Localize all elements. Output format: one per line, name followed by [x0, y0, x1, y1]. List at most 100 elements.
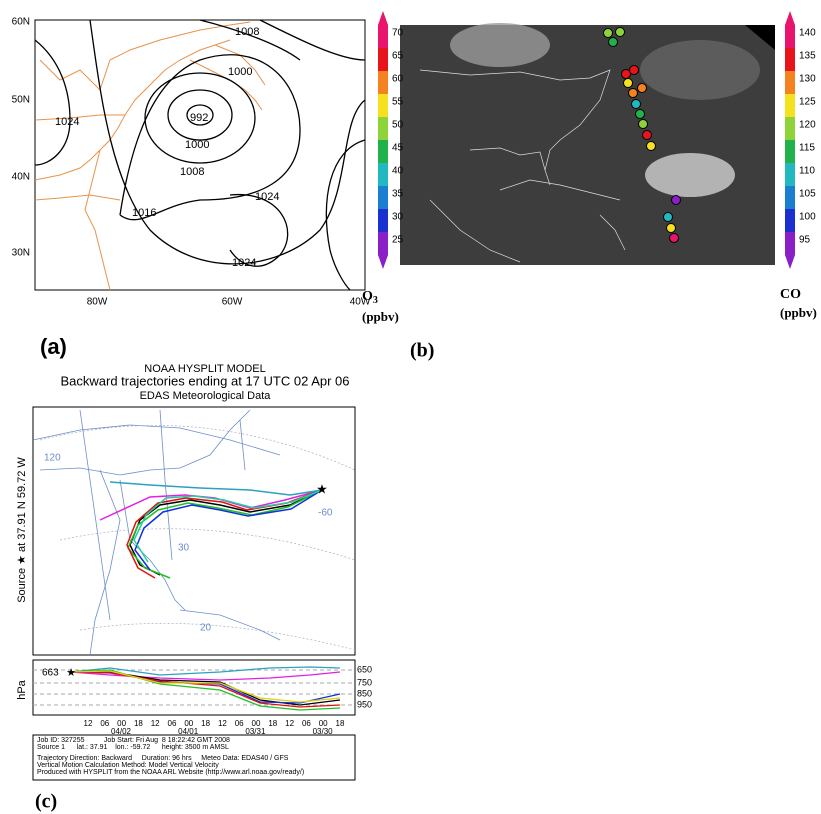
contour-label: 1008 [180, 166, 204, 178]
colorbar-tick-label: 40 [392, 166, 404, 177]
hour-tick-label: 12 [84, 719, 93, 728]
colorbar-tick-label: 135 [799, 51, 816, 62]
hour-tick-label: 18 [201, 719, 210, 728]
hour-tick-label: 06 [168, 719, 177, 728]
hour-tick-label: 00 [252, 719, 261, 728]
colorbar-segment [785, 186, 795, 209]
colorbar-tick-label: 110 [799, 166, 815, 177]
contour-label: 1008 [235, 26, 259, 38]
hour-tick-label: 06 [235, 719, 244, 728]
contour-label: 1024 [255, 191, 279, 203]
o3-subscript: 3 [373, 295, 378, 306]
colorbar-segment [378, 117, 388, 140]
colorbar-tick-label: 35 [392, 189, 404, 200]
map-label: 20 [200, 623, 212, 634]
panel-label: (c) [35, 791, 57, 813]
lat-label: 40N [12, 172, 30, 183]
hour-tick-label: 18 [268, 719, 277, 728]
colorbar-tick-label: 30 [392, 212, 404, 223]
colorbar-end [378, 11, 388, 25]
colorbar-segment [378, 186, 388, 209]
lat-label: 60N [12, 17, 30, 28]
cloud [450, 23, 550, 67]
colorbar-segment [785, 140, 795, 163]
contour-label: 1024 [232, 257, 256, 269]
map-label: 120 [44, 453, 61, 464]
colorbar-end [785, 11, 795, 25]
contour-label: 1024 [55, 116, 79, 128]
source-label: Source ★ at 37.91 N 59.72 W [16, 457, 28, 603]
hour-tick-label: 06 [100, 719, 109, 728]
footer-line: Vertical Motion Calculation Method: Mode… [37, 762, 219, 769]
colorbar-end [785, 255, 795, 269]
map-label: 30 [178, 543, 190, 554]
contours [34, 19, 366, 291]
title-line: Backward trajectories ending at 17 UTC 0… [60, 373, 349, 388]
footer-line: Source 1 lat.: 37.91 lon.: -59.72 height… [37, 744, 229, 751]
colorbar-tick-label: 95 [799, 235, 811, 246]
date-label: 04/02 [111, 727, 132, 736]
colorbar-segment [378, 94, 388, 117]
hour-tick-label: 00 [319, 719, 328, 728]
start-height: 663 [42, 668, 59, 679]
graticule [39, 425, 356, 651]
footer: Job ID: 327255 Job Start: Fri Aug 8 18:2… [37, 737, 304, 776]
footer-line: Job ID: 327255 Job Start: Fri Aug 8 18:2… [37, 737, 230, 744]
hour-tick-label: 18 [336, 719, 345, 728]
footer-frame [32, 734, 356, 781]
colorbar-segment [785, 71, 795, 94]
date-label: 03/31 [245, 727, 266, 736]
colorbar-tick-label: 60 [392, 74, 404, 85]
coastlines [419, 69, 626, 263]
lon-label: 60W [222, 297, 243, 308]
o3-colorbar: 70 65 60 55 50 45 40 35 30 25 [378, 11, 404, 269]
panel-c: NOAA HYSPLIT MODEL Backward trajectories… [16, 363, 372, 813]
footer-line: Trajectory Direction: Backward Duration:… [37, 755, 289, 762]
vertical-profiles [69, 666, 341, 711]
colorbar-tick-label: 115 [799, 143, 815, 154]
colorbar-segment [785, 163, 795, 186]
colorbar-segment [378, 209, 388, 232]
o3-name: O [362, 289, 373, 304]
level-label: 650 [357, 664, 372, 674]
colorbar-tick-label: 65 [392, 51, 404, 62]
colorbar-tick-label: 125 [799, 97, 816, 108]
co-unit: (ppbv) [780, 305, 817, 320]
hour-tick-label: 06 [302, 719, 311, 728]
lat-label: 30N [12, 248, 30, 259]
source-star: ★ [316, 481, 328, 496]
colorbar-tick-label: 105 [799, 189, 816, 200]
colorbar-tick-label: 55 [392, 97, 404, 108]
footer-line: Produced with HYSPLIT from the NOAA ARL … [37, 769, 304, 776]
vertical-axis-label: hPa [16, 679, 28, 699]
co-label: CO [780, 287, 801, 302]
contour-label: 992 [190, 112, 208, 124]
map-lines [32, 409, 281, 656]
level-label: 850 [357, 688, 372, 698]
colorbar-segment [785, 117, 795, 140]
hour-tick-label: 12 [218, 719, 227, 728]
colorbar-tick-label: 140 [799, 28, 816, 39]
hour-tick-label: 00 [117, 719, 126, 728]
contour-labels: 1008 1000 992 1024 1000 1008 1016 1024 1… [55, 26, 279, 269]
co-colorbar: 140 135 130 125 120 115 110 105 100 95 [785, 11, 816, 269]
map-frame [32, 406, 356, 656]
contour-label: 1016 [132, 207, 156, 219]
colorbar-segment [378, 48, 388, 71]
colorbar-segment [785, 232, 795, 255]
panel-label: (b) [410, 340, 434, 362]
colorbar-segment [785, 209, 795, 232]
o3-label: O3 [362, 289, 378, 306]
colorbar-segment [785, 94, 795, 117]
trajectories [99, 481, 323, 579]
colorbar-tick-label: 120 [799, 120, 816, 131]
colorbar-tick-label: 100 [799, 212, 816, 223]
colorbar-segment [378, 232, 388, 255]
colorbar-tick-label: 70 [392, 28, 404, 39]
lat-label: 50N [12, 95, 30, 106]
colorbar-segment [378, 25, 388, 48]
cloud [645, 153, 735, 197]
cloud [640, 40, 760, 100]
